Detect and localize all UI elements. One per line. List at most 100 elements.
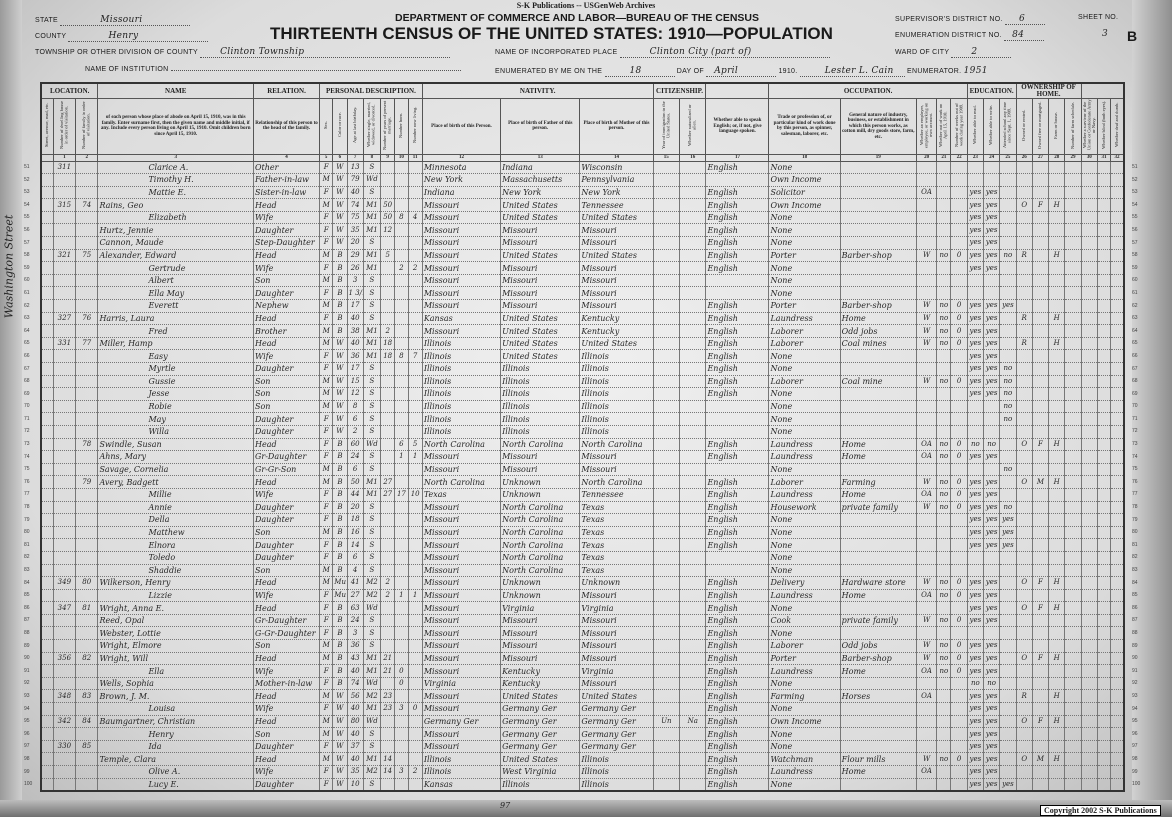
cell-age: 74 <box>346 198 364 212</box>
cell-can-read <box>966 286 985 301</box>
cell-birthplace: Illinois <box>421 752 502 766</box>
cell-farm-schedule <box>1064 727 1082 741</box>
line-number: 91 <box>1132 667 1138 674</box>
cell-immigration-year <box>652 336 681 351</box>
cell-occupation: Laborer <box>768 475 841 489</box>
cell-can-read <box>966 273 985 288</box>
cell-race: B <box>332 248 348 263</box>
line-number: 71 <box>24 415 30 422</box>
line-number: 91 <box>24 667 30 674</box>
cell-relation: Head <box>252 601 321 615</box>
cell-home-free <box>1031 563 1050 578</box>
cell-birthplace: Missouri <box>421 664 502 678</box>
table-row: 311 Clarice A. Other F W 13 S Minnesota Indiana W… <box>40 160 1125 175</box>
cell-immigration-year <box>652 576 681 590</box>
cell-children-born: 17 <box>394 487 409 502</box>
cell-race: W <box>332 236 348 250</box>
group-header <box>1080 82 1125 99</box>
ward-label: WARD OF CITY <box>895 49 950 56</box>
cell-mother-birthplace: Illinois <box>579 362 654 376</box>
cell-school <box>999 639 1017 653</box>
line-number: 76 <box>1132 478 1138 485</box>
cell-naturalization <box>679 399 707 414</box>
cell-relation: Son <box>252 639 321 653</box>
cell-farm-schedule <box>1064 588 1082 603</box>
cell-blind <box>1096 261 1112 275</box>
cell-immigration-year <box>652 261 681 275</box>
line-number: 97 <box>1132 743 1138 750</box>
cell-children-living <box>407 538 423 552</box>
cell-marital-status: M1 <box>362 210 382 225</box>
table-row: Toledo Daughter F B 6 S Missouri North Carolina… <box>40 550 1125 565</box>
cell-can-write: yes <box>983 777 1001 792</box>
cell-children-born: 2 <box>394 261 409 275</box>
cell-mother-birthplace: Missouri <box>579 261 654 275</box>
cell-children-living: 1 <box>407 588 423 603</box>
cell-industry <box>839 727 917 741</box>
cell-street <box>40 349 54 363</box>
cell-dwelling <box>52 387 77 401</box>
cell-immigration-year <box>652 450 681 464</box>
cell-farm-or-house <box>1048 487 1066 502</box>
table-row: Lucy E. Daughter F W 10 S Kansas Illinois Illino… <box>40 777 1125 792</box>
cell-marital-status: M2 <box>362 765 382 779</box>
cell-marital-status: S <box>362 450 382 464</box>
cell-immigration-year <box>652 588 681 603</box>
enumerated-label: ENUMERATED BY ME ON THE <box>495 68 603 75</box>
cell-blind <box>1096 374 1112 389</box>
table-row: Robie Son M W 8 S Illinois Illinois Illinois None… <box>40 399 1125 414</box>
cell-occupation: None <box>768 525 841 540</box>
column-header-text: Number of years of present marriage. <box>382 100 392 150</box>
cell-home-free: M <box>1031 752 1050 766</box>
line-number: 92 <box>1132 680 1138 687</box>
cell-birthplace: North Carolina <box>421 475 502 489</box>
cell-industry <box>839 714 917 729</box>
cell-dwelling <box>52 374 77 389</box>
cell-years-married <box>380 739 396 754</box>
cell-school <box>999 173 1017 187</box>
cell-industry <box>839 525 917 540</box>
cell-school <box>999 702 1017 716</box>
cell-age: 40 <box>346 185 364 200</box>
cell-weeks-out: 0 <box>950 437 968 452</box>
cell-naturalization <box>679 374 707 389</box>
cell-school <box>999 576 1017 590</box>
cell-language: English <box>705 664 770 678</box>
cell-relation: Wife <box>252 664 321 678</box>
table-row: 321 75 Alexander, Edward Head M B 29 M1 5 Missour… <box>40 248 1125 263</box>
cell-farm-schedule <box>1064 538 1082 552</box>
cell-industry <box>839 261 917 275</box>
cell-industry <box>839 702 917 716</box>
line-number: 79 <box>24 516 30 523</box>
cell-farm-schedule <box>1064 462 1082 477</box>
cell-veteran <box>1080 311 1098 326</box>
cell-deaf <box>1110 714 1125 729</box>
cell-home-owned <box>1015 513 1033 527</box>
cell-language: English <box>705 676 770 691</box>
cell-race: W <box>332 714 348 729</box>
line-number: 57 <box>24 239 30 246</box>
cell-race: B <box>332 664 348 678</box>
cell-out-of-work <box>936 550 952 565</box>
cell-marital-status: M1 <box>362 475 382 489</box>
cell-employer-status <box>915 261 938 275</box>
cell-street <box>40 336 54 351</box>
cell-sex: M <box>319 525 334 540</box>
cell-name: Wright, Anna E. <box>97 601 254 615</box>
cell-occupation: None <box>768 513 841 527</box>
cell-blind <box>1096 387 1112 401</box>
cell-family <box>75 462 99 477</box>
cell-sex: F <box>319 739 334 754</box>
cell-father-birthplace: United States <box>500 752 581 766</box>
cell-farm-or-house: H <box>1048 714 1066 729</box>
cell-years-married <box>380 160 396 175</box>
cell-immigration-year <box>652 185 681 200</box>
cell-years-married <box>380 601 396 615</box>
column-header: Number of dwelling house in order of vis… <box>52 98 77 155</box>
cell-children-born: 1 <box>394 450 409 464</box>
cell-family <box>75 752 99 766</box>
cell-deaf <box>1110 576 1125 590</box>
cell-children-living <box>407 374 423 389</box>
cell-employer-status <box>915 777 938 792</box>
cell-family <box>75 349 99 363</box>
